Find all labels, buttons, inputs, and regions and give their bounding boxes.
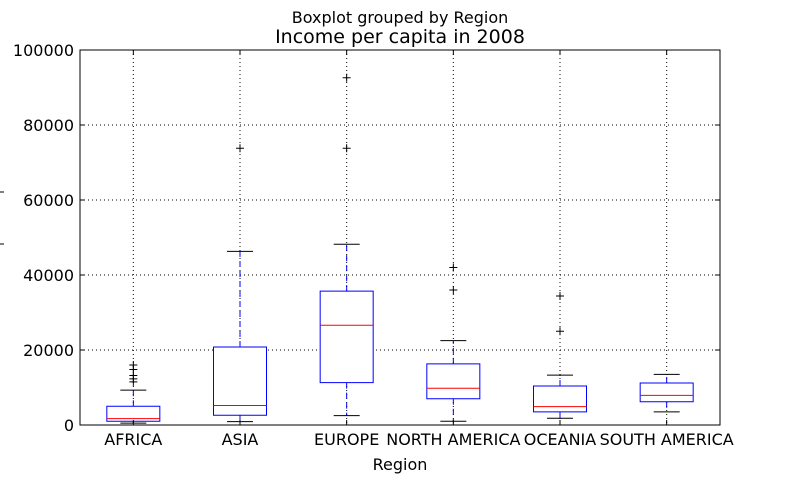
flier-marker <box>342 73 351 82</box>
box-group <box>426 263 481 422</box>
x-axis-label: Region <box>373 455 428 474</box>
chart-suptitle: Boxplot grouped by Region <box>292 8 509 27</box>
box-iqr <box>213 346 267 416</box>
y-tick-label: 60000 <box>23 191 74 210</box>
y-tick-label: 80000 <box>23 116 74 135</box>
box-group <box>213 144 267 423</box>
x-axis: AFRICA ASIA EUROPE NORTH AMERICA OCEANIA SOUT… <box>104 50 734 449</box>
y-tick-label: 0 <box>64 416 74 435</box>
flier-marker <box>236 144 244 153</box>
x-tick-label: OCEANIA <box>524 430 597 449</box>
x-tick-label: AFRICA <box>104 430 162 449</box>
box-iqr <box>533 385 587 413</box>
flier-marker <box>449 263 458 272</box>
x-tick-label: NORTH AMERICA <box>386 430 520 449</box>
flier-marker <box>449 286 458 294</box>
chart-title: Income per capita in 2008 <box>275 26 525 48</box>
flier-marker <box>556 327 564 336</box>
y-tick-label: 20000 <box>23 341 74 360</box>
x-tick-label: ASIA <box>222 430 259 449</box>
x-tick-label: SOUTH AMERICA <box>600 430 734 449</box>
plot-frame <box>79 49 721 426</box>
boxes <box>106 73 694 424</box>
box-iqr <box>639 382 694 403</box>
flier-marker <box>556 292 564 300</box>
box-group <box>106 361 161 424</box>
y-tick-label: 40000 <box>23 266 74 285</box>
x-tick-label: EUROPE <box>314 430 379 449</box>
box-group <box>533 292 587 419</box>
box-group <box>319 73 374 417</box>
flier-marker <box>342 144 351 153</box>
box-iqr <box>319 290 374 384</box>
grid <box>80 50 720 425</box>
box-iqr <box>426 363 481 400</box>
box-group <box>639 373 694 413</box>
y-axis: 0 20000 40000 60000 80000 100000 <box>13 41 720 435</box>
y-tick-label: 100000 <box>13 41 74 60</box>
flier-marker <box>129 361 138 369</box>
